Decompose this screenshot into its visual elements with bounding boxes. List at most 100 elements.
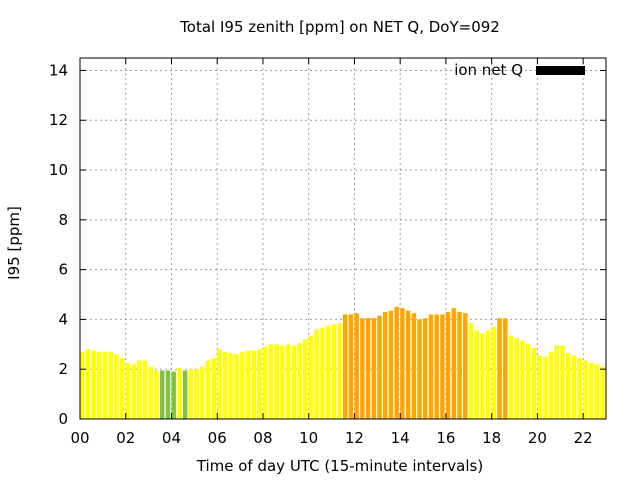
legend-swatch — [536, 66, 585, 75]
bar — [108, 351, 114, 419]
bar — [154, 370, 159, 419]
bar — [354, 313, 359, 419]
bar — [177, 367, 182, 419]
bar — [583, 360, 588, 419]
bar — [348, 314, 354, 419]
bar — [262, 346, 268, 419]
bar — [543, 356, 548, 419]
x-tick-label: 10 — [299, 429, 318, 447]
bar — [234, 354, 239, 419]
bar — [320, 328, 325, 419]
bar — [245, 350, 251, 419]
bar — [280, 345, 285, 419]
bar — [388, 310, 394, 419]
bar — [360, 318, 365, 419]
bar — [343, 314, 348, 419]
bars — [80, 306, 605, 419]
bar — [468, 323, 474, 419]
bar — [131, 364, 136, 419]
bar — [314, 329, 319, 419]
bar — [405, 310, 411, 419]
y-tick-label: 0 — [58, 410, 68, 428]
bar — [171, 371, 176, 419]
bar — [394, 306, 399, 419]
bar — [571, 355, 577, 419]
bar — [423, 318, 428, 419]
x-tick-label: 02 — [116, 429, 135, 447]
bar — [365, 318, 371, 419]
bar — [222, 351, 228, 419]
bar — [451, 308, 457, 419]
bar — [291, 345, 297, 419]
bar — [463, 313, 468, 419]
bar — [594, 364, 600, 419]
chart-title: Total I95 zenith [ppm] on NET Q, DoY=092 — [179, 18, 500, 36]
bar — [383, 311, 388, 419]
bar — [400, 308, 405, 419]
bar — [285, 344, 291, 419]
legend-label: ion net Q — [454, 61, 523, 79]
bar — [80, 351, 85, 419]
bar — [428, 314, 434, 419]
y-tick-label: 6 — [58, 261, 68, 279]
ticks — [79, 58, 606, 420]
bar — [525, 344, 531, 419]
bar — [337, 323, 342, 419]
y-axis-label: I95 [ppm] — [5, 206, 23, 280]
y-tick-label: 2 — [58, 360, 68, 378]
y-tick-label: 4 — [58, 310, 68, 328]
x-tick-label: 00 — [70, 429, 89, 447]
bar — [457, 311, 462, 419]
bar — [120, 358, 125, 419]
bar — [480, 333, 485, 419]
x-tick-label: 14 — [391, 429, 410, 447]
x-tick-label: 12 — [345, 429, 364, 447]
bar — [474, 330, 479, 419]
bar — [554, 345, 560, 419]
bar — [240, 351, 245, 419]
bar — [142, 360, 148, 419]
bar — [565, 353, 571, 419]
x-tick-label: 20 — [528, 429, 547, 447]
bar — [600, 366, 605, 419]
bar — [440, 314, 445, 419]
bar — [160, 370, 165, 419]
bar — [491, 326, 497, 419]
bar — [508, 335, 514, 419]
bar — [148, 366, 154, 419]
y-tick-label: 8 — [58, 211, 68, 229]
x-tick-label: 04 — [162, 429, 181, 447]
bar — [97, 351, 102, 419]
bar — [125, 362, 131, 419]
bar — [514, 338, 519, 419]
bar — [371, 318, 377, 419]
bar — [211, 358, 216, 419]
bar — [188, 369, 194, 419]
y-tick-label: 12 — [49, 111, 68, 129]
bar — [560, 345, 565, 419]
bar — [102, 351, 108, 419]
x-tick-label: 08 — [253, 429, 272, 447]
bar — [251, 350, 256, 419]
bar — [114, 354, 119, 419]
bar — [308, 335, 314, 419]
bar — [537, 355, 542, 419]
bar — [577, 358, 582, 419]
bar — [325, 325, 331, 419]
x-tick-label: 22 — [574, 429, 593, 447]
bar — [297, 343, 302, 419]
bar — [257, 349, 262, 419]
bar — [182, 370, 188, 419]
bar — [503, 318, 508, 419]
bar — [588, 362, 594, 419]
y-tick-label: 10 — [49, 161, 68, 179]
bar — [137, 360, 142, 419]
bar — [165, 370, 171, 419]
bar — [194, 369, 199, 419]
bar — [331, 324, 337, 419]
bar — [205, 360, 211, 419]
bar — [200, 366, 205, 419]
y-tick-label: 14 — [49, 61, 68, 79]
